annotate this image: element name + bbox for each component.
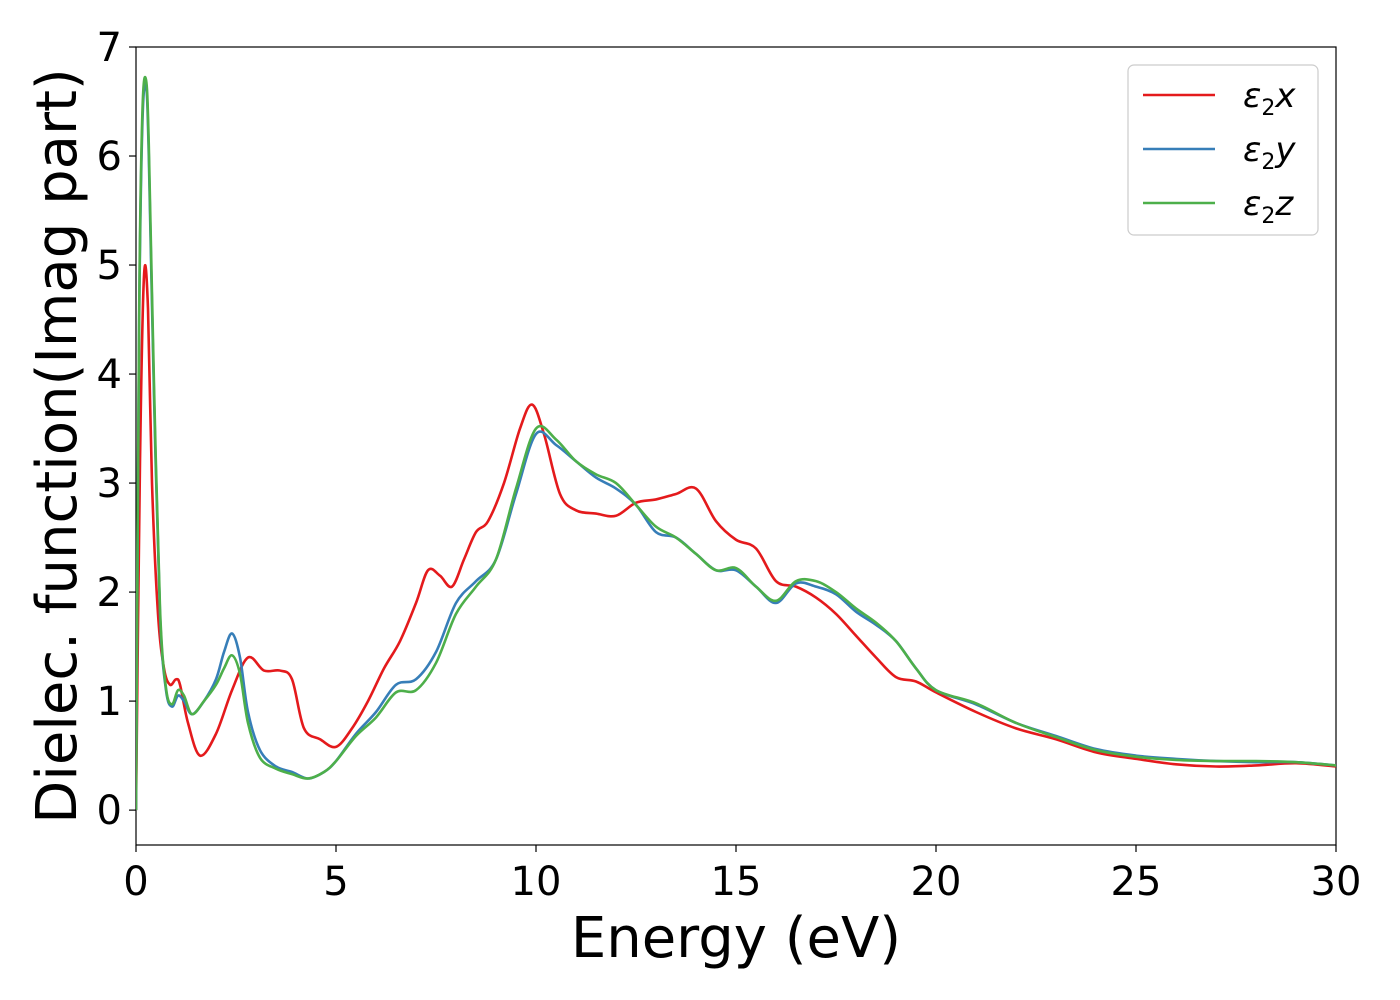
legend-label-y: ε2y — [1243, 130, 1296, 175]
series-line-z — [136, 75, 1336, 811]
x-tick-label: 25 — [1111, 859, 1162, 905]
y-tick-label: 6 — [97, 134, 122, 180]
y-tick-label: 0 — [97, 788, 122, 834]
x-tick-label: 20 — [911, 859, 962, 905]
x-axis-title: Energy (eV) — [571, 906, 901, 971]
y-tick-label: 4 — [97, 352, 122, 398]
series-layer — [136, 75, 1336, 811]
y-tick-label: 3 — [97, 461, 122, 507]
y-tick-label: 1 — [97, 679, 122, 725]
x-tick-label: 5 — [323, 859, 348, 905]
x-tick-label: 0 — [123, 859, 148, 905]
legend-label-x: ε2x — [1243, 76, 1296, 121]
y-axis-ticks: 0 1 2 3 4 5 6 7 — [97, 25, 136, 834]
y-tick-label: 7 — [97, 25, 122, 71]
y-axis-title: Dielec. function(Imag part) — [25, 68, 90, 824]
x-axis-ticks: 0 5 10 15 20 25 30 — [123, 845, 1361, 905]
x-tick-label: 10 — [511, 859, 562, 905]
x-tick-label: 30 — [1311, 859, 1362, 905]
y-tick-label: 2 — [97, 570, 122, 616]
x-tick-label: 15 — [711, 859, 762, 905]
legend-label-z: ε2z — [1243, 184, 1294, 229]
legend-box — [1127, 64, 1319, 236]
y-tick-label: 5 — [97, 243, 122, 289]
legend: ε2x ε2y ε2z — [1127, 64, 1319, 236]
series-line-x — [136, 263, 1336, 811]
